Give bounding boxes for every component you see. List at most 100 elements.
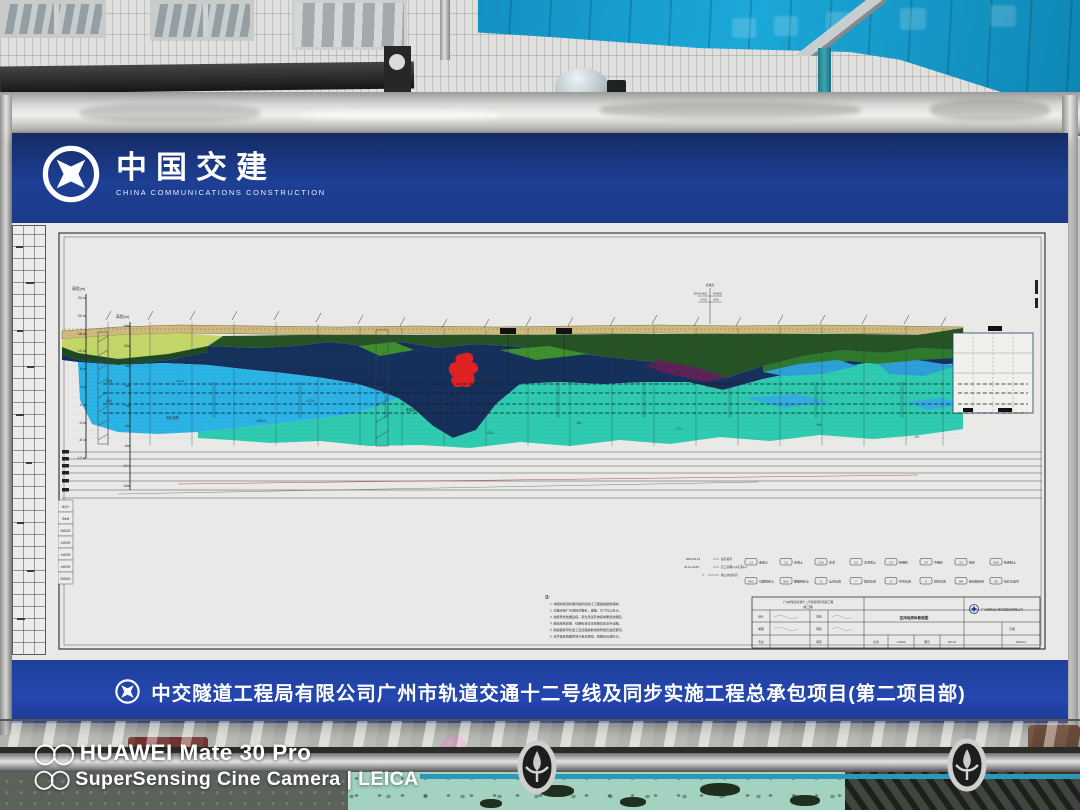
- shaft-hatch: [97, 329, 389, 447]
- steel-beam: [0, 61, 415, 94]
- svg-text:<9>: <9>: [914, 435, 920, 439]
- svg-text:图号: 图号: [924, 640, 930, 644]
- svg-text:审核: 审核: [816, 627, 822, 631]
- teal-post: [818, 48, 831, 100]
- svg-text:风化深槽: 风化深槽: [166, 415, 180, 420]
- side-strip-table: [12, 225, 46, 655]
- svg-text:2-4: 2-4: [924, 561, 928, 564]
- svg-text:3-1: 3-1: [959, 561, 963, 564]
- fault-breccia-blob: [448, 352, 479, 388]
- svg-text:2-3: 2-3: [889, 561, 893, 564]
- svg-text:日期: 日期: [1009, 627, 1015, 631]
- svg-text:淤泥: 淤泥: [829, 559, 835, 564]
- strip-row-label-texts: 坡度‰ 竖曲线 地面高程 轨面高程 左线里程 右线里程 联络通道: [60, 505, 71, 581]
- svg-text:1:2000: 1:2000: [897, 640, 906, 644]
- diagonal-strut: [794, 0, 886, 56]
- metal-pole: [440, 0, 450, 60]
- svg-text:-8: -8: [124, 444, 127, 448]
- svg-text:(施工图): (施工图): [803, 605, 813, 609]
- strata-labels: <2-4> <2-2> <5N-2> <6> <7> <8> <9> <3-1>: [176, 379, 920, 439]
- watermark-circles-icon: ◯◯: [34, 769, 70, 789]
- beam-bracket: [384, 46, 411, 96]
- watermark-line2: SuperSensing Cine Camera | LEICA: [75, 768, 419, 790]
- svg-text:风化深槽: 风化深槽: [706, 383, 720, 388]
- svg-text:-12: -12: [77, 456, 83, 460]
- blue-pipe: [420, 774, 1080, 779]
- svg-text:复核: 复核: [816, 615, 822, 619]
- billboard-side-frame: [0, 95, 12, 735]
- billboard-top-frame: [0, 92, 1080, 136]
- svg-text:4: 4: [125, 384, 127, 388]
- svg-text:DZ-12: DZ-12: [948, 640, 956, 644]
- tunnel-lines: 左线 右线: [103, 378, 1026, 414]
- svg-text:区间地质纵断面图: 区间地质纵断面图: [900, 615, 929, 620]
- svg-text:1-1: 1-1: [749, 561, 753, 564]
- tunnel-left-label: 左线: [106, 378, 112, 383]
- layer-fault-zone: [646, 360, 728, 382]
- svg-text:R=5000: R=5000: [713, 293, 722, 296]
- svg-text:比例: 比例: [873, 640, 879, 644]
- svg-text:孔口高程(m)/孔深(m): 孔口高程(m)/孔深(m): [721, 565, 747, 569]
- svg-text:强风化岩: 强风化岩: [864, 578, 876, 583]
- svg-text:粉质黏土: 粉质黏土: [1004, 559, 1016, 564]
- svg-text:2-2: 2-2: [854, 561, 858, 564]
- svg-text:7: 7: [855, 580, 857, 583]
- station-outline: [952, 280, 1038, 414]
- svg-text:淤泥质土: 淤泥质土: [864, 559, 876, 564]
- svg-text:3. 地层界线依据钻探、原位测试及物探成果综合确定。: 3. 地层界线依据钻探、原位测试及物探成果综合确定。: [550, 614, 625, 619]
- svg-text:6: 6: [820, 580, 822, 583]
- legend: 1-1 素填土 1-2 杂填土 2-1A 淤泥 2-2 淤泥质土 2-3 粉细砂 2-4 中…: [744, 558, 1019, 585]
- elevation-axis: 高程(m) 24 20 16 12 8 4 0 -4 -8 -12: [72, 286, 87, 460]
- svg-text:专业: 专业: [758, 640, 764, 644]
- board-header: 中国交建 CHINA COMMUNICATIONS CONSTRUCTION: [12, 133, 1068, 223]
- svg-text:<6>: <6>: [576, 421, 582, 425]
- svg-text:注:: 注:: [545, 594, 550, 599]
- svg-text:<7>: <7>: [676, 427, 682, 431]
- svg-text:设计: 设计: [758, 615, 764, 619]
- svg-text:2. 高程采用广州城建高程系，里程、尺寸均以米计。: 2. 高程采用广州城建高程系，里程、尺寸均以米计。: [550, 608, 622, 613]
- window: [150, 0, 254, 41]
- svg-text:粉细砂: 粉细砂: [899, 559, 908, 564]
- cccc-compass-icon: [42, 145, 100, 203]
- svg-text:断裂影响带: 断裂影响带: [406, 407, 423, 412]
- curtain-panel: [292, 0, 407, 50]
- svg-text:全风化岩: 全风化岩: [829, 578, 841, 583]
- svg-text:广州地铁设计研究院股份有限公司: 广州地铁设计研究院股份有限公司: [981, 608, 1023, 612]
- svg-text:制图: 制图: [758, 627, 764, 631]
- svg-text:8: 8: [890, 580, 892, 583]
- svg-text:4. 隧道结构轮廓、线路纵坡详见线路及轨道专业图。: 4. 隧道结构轮廓、线路纵坡详见线路及轨道专业图。: [550, 621, 622, 626]
- svg-text:1-2: 1-2: [784, 561, 788, 564]
- svg-text:砾砂: 砾砂: [969, 559, 975, 564]
- legend-annotations: MZ3-SZ-15 钻孔编号 JK-DJ-11/87 孔口高程(m)/孔深(m)…: [684, 557, 747, 577]
- svg-text:5. 断裂破碎带处施工应加强超前地质预报及监控量测。: 5. 断裂破碎带处施工应加强超前地质预报及监控量测。: [550, 627, 625, 632]
- svg-text:12: 12: [123, 344, 127, 348]
- board-footer: 中交隧道工程局有限公司广州市轨道交通十二号线及同步实施工程总承包项目(第二项目部…: [12, 660, 1068, 723]
- svg-text:20: 20: [78, 314, 82, 318]
- watermark-line1: HUAWEI Mate 30 Pro: [79, 740, 312, 765]
- axis-label: 高程(m): [116, 314, 130, 319]
- svg-text:钻孔及编号: 钻孔及编号: [1004, 578, 1019, 583]
- svg-text:2-1A: 2-1A: [818, 561, 824, 564]
- project-title: 中交隧道工程局有限公司广州市轨道交通十二号线及同步实施工程总承包项目(第二项目部…: [151, 683, 966, 705]
- svg-text:i=2‰: i=2‰: [713, 299, 719, 302]
- svg-text:<8>: <8>: [816, 423, 822, 427]
- svg-text:6. 未尽事宜按国家现行有关规范、规程及标准执行。: 6. 未尽事宜按国家现行有关规范、规程及标准执行。: [550, 634, 622, 639]
- profile-data-strip: [62, 450, 1042, 499]
- svg-text:0: 0: [80, 403, 82, 407]
- title-block: 广州市轨道交通十二号线及同步实施工程 (施工图) 设计 复核 制图 审核 专业 …: [751, 596, 1041, 649]
- chainage-ticks: [105, 310, 947, 329]
- svg-text:审定: 审定: [816, 640, 822, 644]
- svg-text:断裂破碎带: 断裂破碎带: [482, 378, 499, 383]
- svg-text:MZ3-SZ-15: MZ3-SZ-15: [686, 557, 701, 561]
- cccc-logo-block: 中国交建 CHINA COMMUNICATIONS CONSTRUCTION: [40, 143, 326, 205]
- svg-text:广州市轨道交通十二号线及同步实施工程: 广州市轨道交通十二号线及同步实施工程: [783, 600, 834, 604]
- svg-text:ZDK24+820: ZDK24+820: [694, 293, 708, 296]
- small-object: [607, 80, 626, 95]
- strip-row-labels: [58, 499, 74, 585]
- svg-text:8: 8: [125, 364, 127, 368]
- camera-watermark: ◯◯ HUAWEI Mate 30 Pro ◯◯ SuperSensing Ci…: [34, 740, 419, 791]
- svg-text:24.50: 24.50: [701, 299, 708, 302]
- svg-text:杂填土: 杂填土: [794, 559, 803, 564]
- axis-label: 高程(m): [72, 286, 86, 291]
